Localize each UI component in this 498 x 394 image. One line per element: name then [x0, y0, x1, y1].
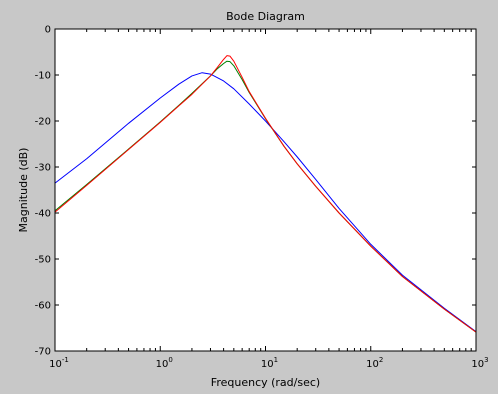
x-tick-base: 10: [49, 359, 62, 370]
plot-area: [55, 29, 476, 351]
chart-title: Bode Diagram: [226, 10, 305, 23]
series-line-1: [54, 72, 477, 333]
x-tick-label: 10-1: [49, 356, 69, 370]
x-axis-label: Frequency (rad/sec): [211, 376, 320, 389]
x-tick-exponent: 2: [379, 356, 383, 364]
x-tick-label: 102: [366, 356, 383, 370]
y-tick-label: 0: [45, 25, 51, 36]
y-tick-label: -50: [35, 255, 51, 266]
x-tick-exponent: 1: [274, 356, 278, 364]
x-tick-exponent: -1: [62, 356, 69, 364]
series-layer: [54, 55, 477, 333]
x-tick-exponent: 3: [484, 356, 488, 364]
x-tick-base: 10: [156, 359, 169, 370]
y-tick-label: -60: [35, 301, 51, 312]
y-tick-label: -40: [35, 209, 51, 220]
x-tick-label: 101: [261, 356, 278, 370]
y-tick-label: -20: [35, 117, 51, 128]
x-tick-base: 10: [471, 359, 484, 370]
x-tick-label: 103: [471, 356, 488, 370]
series-line-3: [54, 55, 477, 333]
y-axis-label: Magnitude (dB): [17, 148, 30, 233]
y-tick-label: -30: [35, 163, 51, 174]
x-tick-label: 100: [156, 356, 173, 370]
y-tick-label: -10: [35, 71, 51, 82]
x-tick-base: 10: [366, 359, 379, 370]
y-tick-label: -70: [35, 347, 51, 358]
x-tick-exponent: 0: [168, 356, 172, 364]
x-tick-base: 10: [261, 359, 274, 370]
